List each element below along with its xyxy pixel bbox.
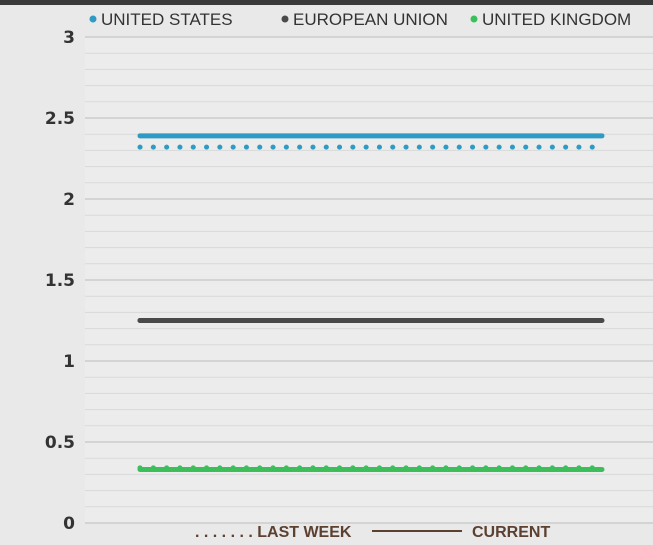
y-tick-label: 1 — [63, 352, 75, 372]
y-axis: 3 2.5 2 1.5 1 0.5 0 — [45, 28, 75, 534]
legend-label: EUROPEAN UNION — [293, 10, 448, 29]
series-group — [137, 133, 605, 150]
gridlines — [85, 36, 653, 524]
legend-item: EUROPEAN UNION — [281, 10, 448, 29]
legend-item: UNITED STATES — [89, 10, 233, 29]
series-group — [137, 465, 605, 473]
current-legend-label: CURRENT — [472, 524, 550, 541]
y-tick-label: 3 — [63, 28, 75, 48]
y-tick-label: 2 — [63, 190, 75, 210]
legend-item: UNITED KINGDOM — [470, 10, 631, 29]
legend-marker — [470, 15, 478, 23]
legend-marker — [281, 15, 289, 23]
legend: UNITED STATES EUROPEAN UNION UNITED KINGDO… — [89, 10, 631, 29]
top-rule — [0, 0, 653, 5]
y-tick-label: 0.5 — [45, 433, 75, 453]
legend-label: UNITED KINGDOM — [482, 10, 631, 29]
line-style-legend: . . . . . . . LAST WEEK CURRENT — [195, 524, 550, 541]
last-week-legend-label: . . . . . . . LAST WEEK — [195, 524, 352, 541]
y-tick-label: 1.5 — [45, 271, 75, 291]
series-lines — [137, 133, 605, 473]
y-tick-label: 2.5 — [45, 109, 75, 129]
legend-label: UNITED STATES — [101, 10, 233, 29]
legend-marker — [89, 15, 97, 23]
y-tick-label: 0 — [63, 514, 75, 534]
